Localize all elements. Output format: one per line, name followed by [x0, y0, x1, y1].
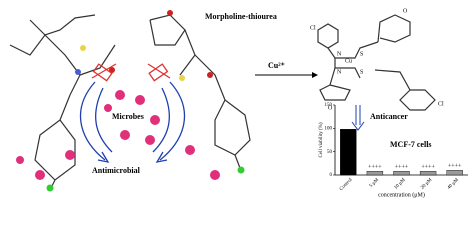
inhibition-symbols [91, 63, 171, 82]
significance-label: ++++ [421, 165, 435, 171]
chlorine-atom [46, 184, 54, 192]
bar [419, 171, 437, 176]
bar [366, 171, 384, 176]
atom-label: Cl [310, 25, 316, 31]
cells-label: MCF-7 cells [390, 140, 432, 149]
significance-label: ++++ [448, 164, 462, 170]
y-axis-label: Cell viability (%) [319, 122, 324, 157]
atom-label: Cu [345, 58, 352, 64]
graphical-abstract: Morpholine-thiourea Microbes Antimicrobi… [9, 8, 468, 198]
x-tick-label: Control [339, 177, 354, 192]
atom-label: N [337, 69, 342, 75]
ligand-molecule-2 [149, 14, 251, 169]
bar [446, 170, 463, 176]
curved-arrows [79, 81, 186, 163]
oxygen-atom [109, 67, 115, 73]
antimicrobial-label: Antimicrobial [92, 166, 141, 175]
atom-label: Cl [438, 101, 444, 107]
chlorine-atom [237, 166, 245, 174]
nitrogen-atom [75, 69, 81, 75]
y-tick-label: 100 [325, 126, 333, 131]
ligand-label: Morpholine-thiourea [205, 12, 277, 21]
y-tick-label: 50 [327, 150, 333, 155]
x-tick-label: 40 μM [447, 177, 460, 190]
x-tick-label: 20 μM [420, 177, 433, 190]
complex-structure [317, 14, 436, 111]
down-arrow [351, 105, 365, 131]
arrow-head [312, 72, 318, 78]
sulfur-atom [179, 75, 185, 81]
y-tick-label: 0 [330, 173, 333, 178]
anticancer-label: Anticancer [370, 112, 408, 121]
atom-label: O [328, 105, 333, 111]
atom-label: S [360, 51, 363, 57]
atom-label: S [360, 69, 363, 75]
bar-chart: 0 50 100 150 Cell viability (%) concentration… [319, 103, 468, 198]
significance-label: ++++ [395, 165, 409, 171]
microbes-label: Microbes [112, 112, 144, 121]
x-tick-label: 5 μM [369, 177, 381, 189]
bar [340, 129, 357, 176]
oxygen-atom [167, 10, 173, 16]
significance-label: ++++ [368, 165, 382, 171]
x-axis-label: concentration (μM) [378, 191, 425, 198]
x-tick-label: 10 μM [394, 177, 407, 190]
y-tick-label: 150 [325, 103, 333, 108]
ligand-molecule-1 [9, 14, 116, 191]
sulfur-atom [80, 45, 86, 51]
oxygen-atom [207, 72, 213, 78]
microbes [16, 90, 220, 180]
atom-label: O [403, 8, 408, 14]
bar [393, 171, 410, 176]
atom-label: N [337, 51, 342, 57]
metal-label: Cu²⁺ [268, 61, 285, 70]
